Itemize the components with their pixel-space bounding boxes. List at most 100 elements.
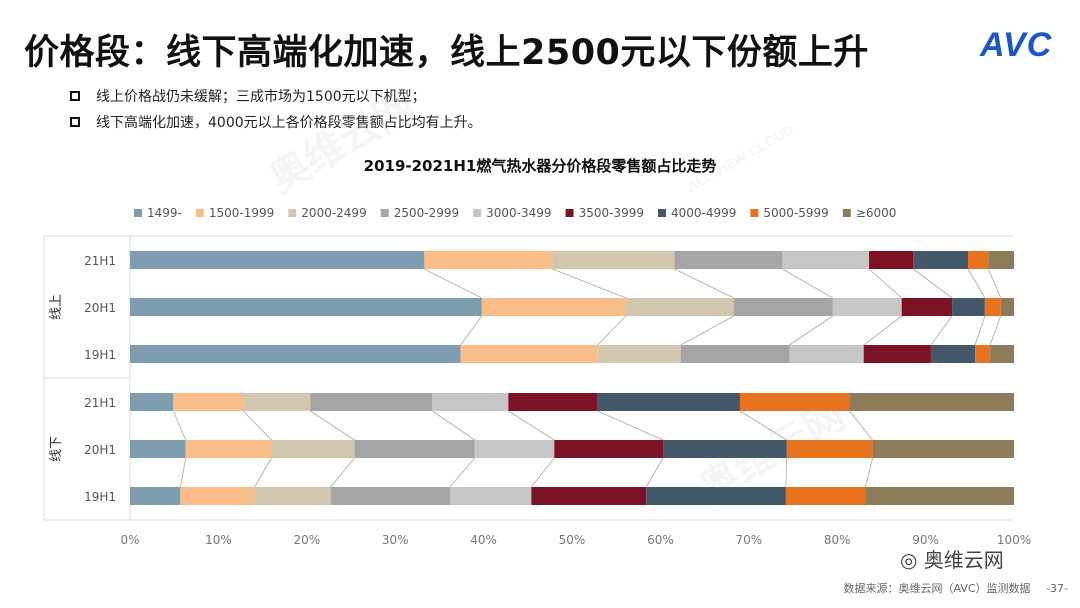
x-tick-label: 100% [997,533,1031,547]
legend-label: 1500-1999 [209,206,274,220]
avc-logo: AVC [980,26,1053,64]
bar-segment [354,440,475,458]
series-connector [912,268,953,299]
series-connector [987,268,1002,299]
bar-segment [552,251,675,269]
x-tick-label: 20% [293,533,320,547]
bar-segment [975,345,991,363]
bar-segment [865,487,1014,505]
legend-swatch [195,209,204,217]
x-tick-label: 90% [912,533,939,547]
bar-segment [872,440,1014,458]
legend-label: 4000-4999 [671,206,736,220]
series-connector [242,410,272,441]
x-tick-label: 70% [735,533,762,547]
bar-segment [597,345,681,363]
bar-segment [674,251,783,269]
bar-segment [680,345,790,363]
bullet-item: 线上价格战仍未缓解；三成市场为1500元以下机型； [70,83,482,109]
bar-segment [460,345,598,363]
legend-swatch [565,209,574,217]
legend-swatch [657,209,666,217]
bar-segment [789,345,864,363]
series-connector [179,457,187,488]
page-title: 价格段：线下高端化加速，线上2500元以下份额上升 [24,33,869,73]
row-label: 19H1 [84,348,116,362]
square-bullet-icon [70,117,80,127]
bar-segment [130,251,425,269]
series-connector [974,315,986,346]
legend-label: 2000-2499 [301,206,366,220]
x-tick-label: 0% [120,533,139,547]
series-connector [508,410,555,441]
series-connector [597,410,664,441]
bar-segment [243,393,311,411]
series-connector [460,315,483,346]
wechat-account: ◎ 奥维云网 [900,544,1004,573]
bar-segment [130,440,186,458]
series-connector [330,457,355,488]
bar-segment [863,345,931,363]
series-connector [645,457,664,488]
series-connector [989,315,1002,346]
bar-segment [508,393,598,411]
bar-segment [597,393,740,411]
legend-label: 1499- [147,206,182,220]
row-label: 21H1 [84,254,116,268]
bar-segment [786,440,873,458]
legend-swatch [842,209,851,217]
series-connector [680,315,734,346]
legend-label: 2500-2999 [394,206,459,220]
bar-segment [130,345,461,363]
legend-swatch [473,209,482,217]
legend-swatch [380,209,389,217]
series-connector [865,457,873,488]
series-connector [789,315,834,346]
bar-segment [130,393,174,411]
bar-segment [930,345,976,363]
footer: 数据来源：奥维云网（AVC）监测数据 -37- [832,580,1068,596]
bar-segment [739,393,850,411]
bar-segment [782,251,870,269]
legend-label: 3000-3499 [486,206,551,220]
row-label: 20H1 [84,301,116,315]
bar-segment [832,298,902,316]
series-connector [432,410,475,441]
bar-segment [173,393,244,411]
bar-segment [130,487,181,505]
series-connector [739,410,788,441]
bar-segment [913,251,969,269]
legend-swatch [750,209,759,217]
x-tick-label: 10% [205,533,232,547]
bar-segment [474,440,555,458]
bullet-text: 线上价格战仍未缓解；三成市场为1500元以下机型； [96,89,426,105]
chart-title: 2019-2021H1燃气热水器分价格段零售额占比走势 [364,157,717,175]
bar-segment [310,393,433,411]
legend-label: 3500-3999 [579,206,644,220]
bar-segment [254,487,331,505]
series-connector [863,315,902,346]
bar-segment [988,251,1014,269]
bar-segment [180,487,255,505]
bar-segment [869,251,914,269]
series-connector [868,268,902,299]
bar-segment [1000,298,1014,316]
bar-segment [271,440,355,458]
series-connector [782,268,833,299]
bar-segment [663,440,787,458]
series-connector [967,268,986,299]
bullet-list: 线上价格战仍未缓解；三成市场为1500元以下机型； 线下高端化加速，4000元以… [70,83,482,135]
series-connector [449,457,476,488]
series-connector [597,315,627,346]
wechat-account-name: 奥维云网 [923,548,1004,572]
bar-segment [968,251,989,269]
x-tick-label: 50% [559,533,586,547]
series-connector [849,410,873,441]
bar-segment [733,298,833,316]
x-tick-label: 30% [382,533,409,547]
bar-segment [785,487,866,505]
bar-segment [424,251,553,269]
bar-segment [984,298,1001,316]
row-label: 20H1 [84,443,116,457]
